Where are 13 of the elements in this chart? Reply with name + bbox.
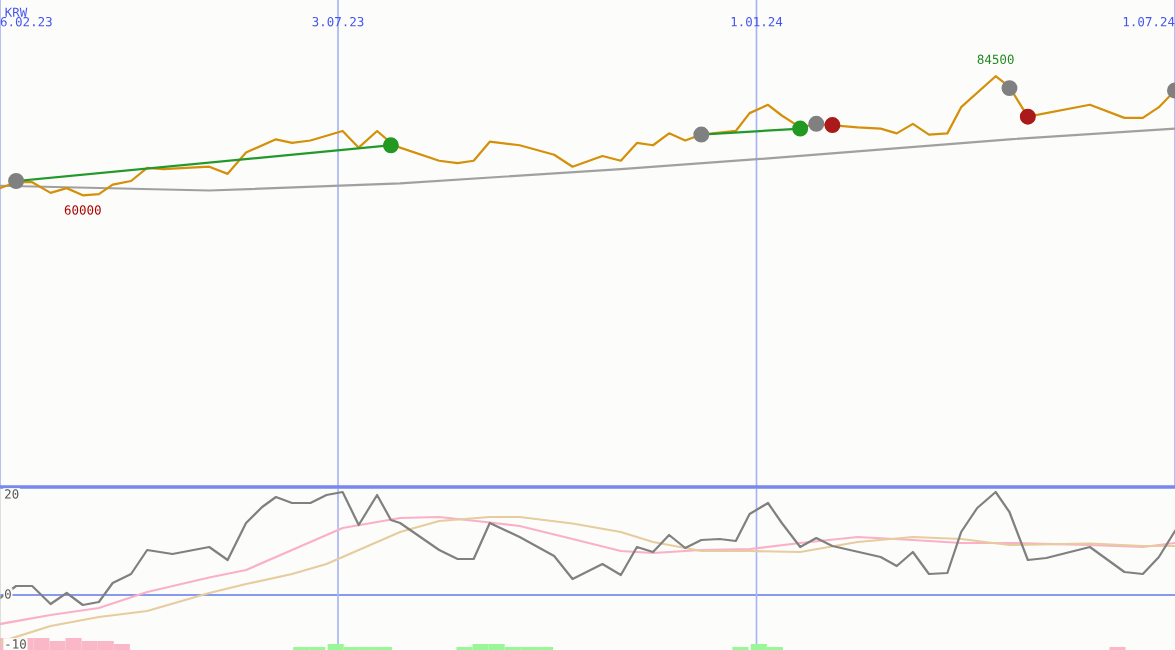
y-axis-title: KRW — [5, 7, 28, 17]
x-tick-label: 1.01.24 — [731, 16, 783, 27]
text: 84500 — [977, 54, 1014, 65]
x-tick-label: 3.07.23 — [312, 16, 364, 27]
bar — [732, 647, 749, 650]
y-tick-label: 0 — [4, 589, 11, 599]
x-tick-label: 6.02.23 — [0, 16, 52, 27]
line-series — [0, 490, 1175, 607]
y-tick-label: 20 — [5, 489, 19, 499]
y-tick-label: -10 — [6, 639, 26, 649]
x-tick-label: 1.07.24 — [1123, 16, 1175, 27]
text: 60000 — [64, 205, 101, 215]
bar — [1109, 647, 1126, 650]
